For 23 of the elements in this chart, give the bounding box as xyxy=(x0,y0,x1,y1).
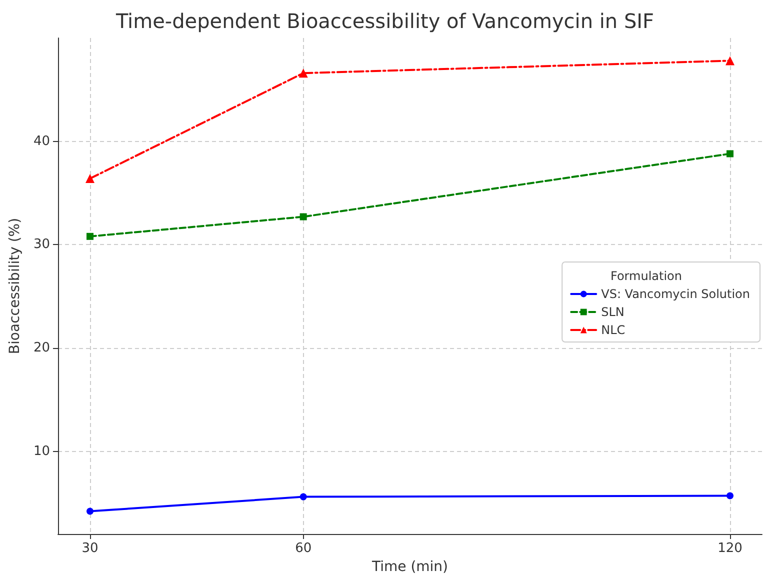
x-axis-title: Time (min) xyxy=(370,559,448,575)
point xyxy=(86,232,94,240)
point xyxy=(86,508,94,515)
x-tick-label: 30 xyxy=(82,541,98,556)
legend-label: VS: Vancomycin Solution xyxy=(601,287,750,301)
y-tick-label: 40 xyxy=(33,134,50,149)
y-axis-title: Bioaccessibility (%) xyxy=(7,218,23,354)
x-tick-label: 60 xyxy=(295,541,312,556)
point xyxy=(300,213,307,220)
y-tick-label: 30 xyxy=(33,237,50,252)
point xyxy=(298,68,308,78)
point xyxy=(726,150,734,158)
point xyxy=(726,492,734,500)
legend-label: SLN xyxy=(601,305,624,319)
legend-title: Formulation xyxy=(610,269,682,283)
x-tick-label: 120 xyxy=(718,541,742,556)
point xyxy=(300,493,307,500)
chart-title: Time-dependent Bioaccessibility of Vancomycin in SIF xyxy=(114,9,654,33)
y-tick-label: 10 xyxy=(33,444,50,459)
point xyxy=(726,56,734,66)
y-tick-label: 20 xyxy=(33,340,50,356)
legend-label: NLC xyxy=(601,323,626,337)
point xyxy=(86,174,94,184)
